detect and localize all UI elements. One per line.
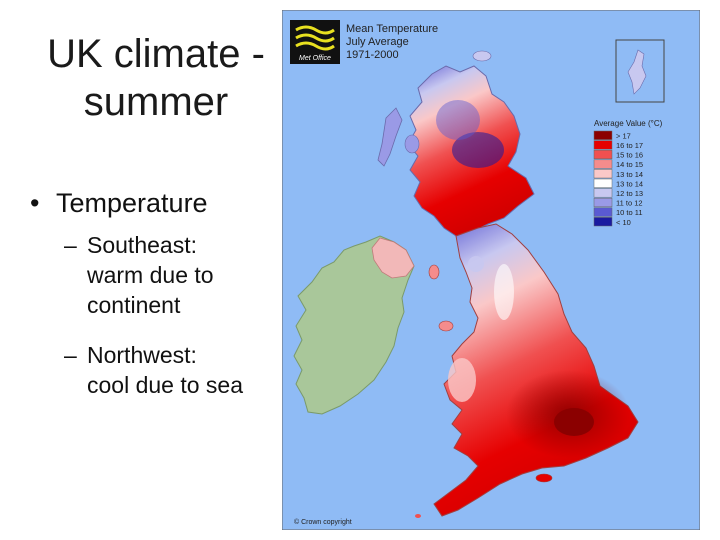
title-line-2: summer — [83, 80, 229, 124]
slide-title: UK climate - summer — [18, 30, 294, 126]
pennines-upland — [494, 264, 514, 320]
legend-swatch — [593, 207, 613, 217]
map-title-line-2: July Average — [346, 36, 409, 48]
legend-label: 13 to 14 — [616, 179, 643, 188]
sub-bullet-line: continent — [87, 292, 181, 318]
sub-bullet-line: cool due to sea — [87, 372, 244, 398]
sub-bullet-line: warm due to — [87, 262, 214, 288]
logo-wave-icon — [295, 41, 335, 51]
legend-swatch — [593, 178, 613, 188]
legend-swatch — [593, 188, 613, 198]
wales-upland — [448, 358, 476, 402]
bullet-label: Temperature — [56, 188, 208, 218]
northern-ireland — [371, 237, 415, 279]
logo-wave-icon — [295, 25, 335, 35]
legend-label: 10 to 11 — [616, 208, 643, 217]
legend-label: 14 to 15 — [616, 160, 643, 169]
map-title-line-3: 1971-2000 — [346, 49, 399, 61]
legend-label: 13 to 14 — [616, 170, 643, 179]
logo-text: Met Office — [299, 55, 331, 62]
legend-label: < 10 — [616, 218, 631, 227]
legend-swatch — [593, 140, 613, 150]
legend-swatch — [593, 169, 613, 179]
legend-label: 16 to 17 — [616, 141, 643, 150]
legend-swatch — [593, 159, 613, 169]
legend-label: 12 to 13 — [616, 189, 643, 198]
isle-of-wight — [535, 473, 553, 483]
legend-label: 11 to 12 — [616, 199, 643, 208]
legend-title: Average Value (°C) — [594, 119, 663, 128]
sub-bullet-northwest: – Northwest: cool due to sea — [64, 340, 284, 400]
sub-bullet-line: Northwest: — [87, 342, 197, 368]
ireland-landmass — [293, 235, 415, 415]
orkney — [472, 50, 492, 62]
scilly-isles — [415, 514, 421, 518]
anglesey — [438, 320, 454, 332]
legend-swatch — [593, 149, 613, 160]
highlands-cool-area — [436, 100, 480, 140]
lake-district-upland — [468, 256, 484, 272]
legend-label: 15 to 16 — [616, 151, 643, 160]
map-title-line-1: Mean Temperature — [346, 23, 438, 35]
skye — [404, 134, 420, 154]
isle-of-man — [428, 264, 440, 280]
bullet-temperature: • Temperature — [30, 186, 280, 220]
legend-swatch — [593, 197, 613, 208]
legend-swatch — [593, 217, 613, 227]
dash-icon: – — [64, 232, 77, 258]
sub-bullet-southeast: – Southeast: warm due to continent — [64, 230, 284, 320]
highlands-cold-area — [452, 132, 504, 168]
outer-hebrides — [377, 107, 403, 167]
dash-icon: – — [64, 342, 77, 368]
sub-bullet-line: Southeast: — [87, 232, 197, 258]
title-line-1: UK climate - — [47, 32, 265, 76]
shetland-inset-box — [615, 39, 665, 103]
london-hot-area — [554, 408, 594, 436]
legend-swatch — [593, 130, 613, 140]
logo-wave-icon — [295, 33, 335, 43]
copyright-text: © Crown copyright — [294, 518, 352, 526]
temperature-map: Met Office Mean Temperature July Average… — [282, 10, 700, 530]
legend-label: > 17 — [616, 131, 631, 140]
shetland-islands — [627, 49, 647, 95]
bullet-dot-icon: • — [30, 188, 40, 218]
